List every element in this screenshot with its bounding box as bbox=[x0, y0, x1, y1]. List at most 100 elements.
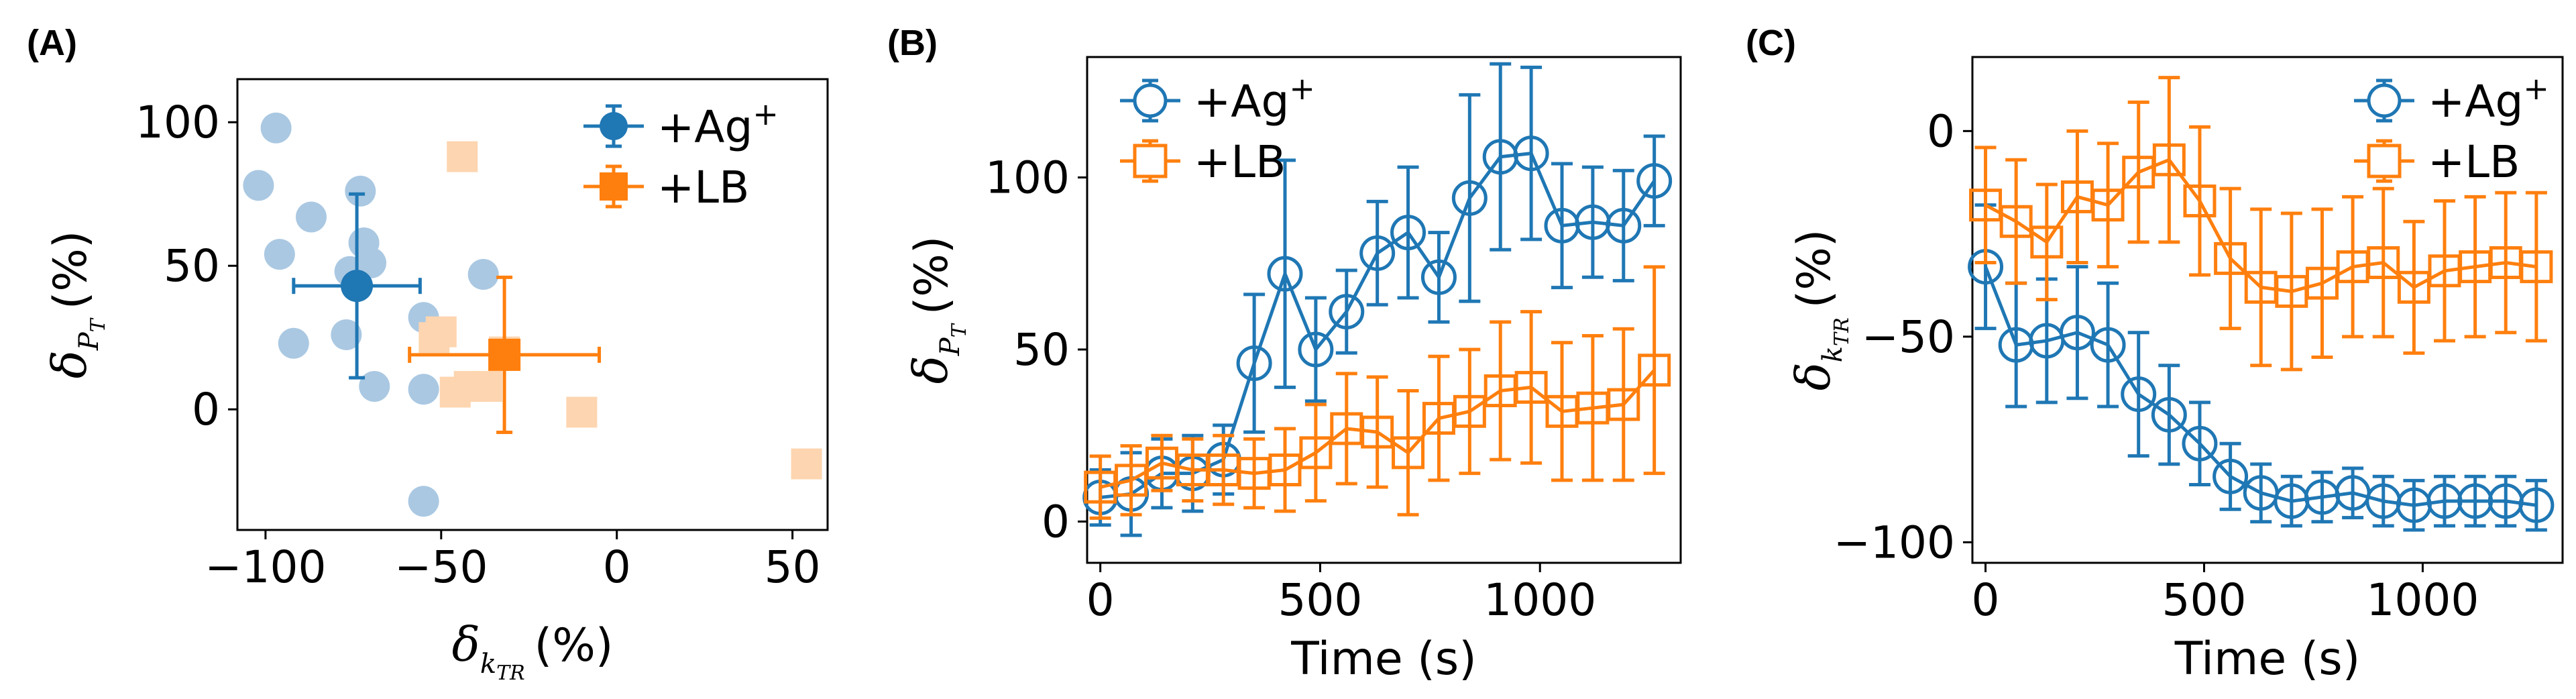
panel-b-ytick-label: 0 bbox=[1042, 496, 1070, 547]
panel-b-line-lb bbox=[1100, 369, 1656, 489]
panel-b-legend-label-text: +Ag bbox=[1194, 76, 1289, 127]
panel-a-ytick-label: 0 bbox=[192, 384, 220, 435]
panel-a-legend-label-sup: + bbox=[752, 96, 779, 132]
panel-a-ytick-label: 100 bbox=[135, 97, 220, 148]
panel-a-xlabel-subsub: TR bbox=[496, 661, 525, 685]
panel-b-marker-lb bbox=[1268, 453, 1302, 487]
panel-c-line-ag bbox=[1984, 266, 2537, 507]
panel-a-point-ag bbox=[467, 259, 499, 290]
panel-letter-b: (B) bbox=[887, 23, 938, 63]
panel-c-xlabel: Time (s) bbox=[2174, 633, 2361, 686]
panel-b-marker-lb bbox=[1392, 436, 1425, 470]
panel-a-point-lb bbox=[447, 141, 478, 172]
panel-a-point-ag bbox=[331, 319, 362, 350]
panel-a-point-ag bbox=[359, 370, 390, 402]
panel-a-legend-marker bbox=[600, 172, 628, 201]
panel-b-xtick-label: 500 bbox=[1278, 574, 1362, 626]
panel-b-marker-lb bbox=[1115, 464, 1148, 497]
panel-a-point-lb bbox=[418, 322, 450, 354]
panel-c-ylabel-unit: (%) bbox=[1788, 229, 1841, 309]
panel-c-marker-lb bbox=[2183, 184, 2217, 218]
panel-b-ytick-label: 50 bbox=[1013, 324, 1070, 376]
panel-a-plot-frame bbox=[236, 78, 829, 531]
panel-c-marker-lb bbox=[2091, 189, 2125, 222]
panel-b-plot-frame bbox=[1086, 56, 1682, 564]
panel-a-point-ag bbox=[278, 327, 309, 359]
panel-c-marker-lb bbox=[2367, 246, 2400, 280]
panel-c-ytick-label: −100 bbox=[1834, 517, 1955, 568]
panel-a-point-ag bbox=[243, 170, 274, 201]
panel-b-xlabel: Time (s) bbox=[1290, 633, 1477, 686]
panel-a-xtick-label: −50 bbox=[394, 541, 488, 593]
panel-b-marker-lb bbox=[1299, 436, 1333, 470]
panel-c-marker-ag bbox=[2090, 327, 2126, 363]
panel-b-marker-ag bbox=[1451, 180, 1488, 216]
panel-c-line-lb bbox=[1984, 158, 2537, 293]
panel-a-xtick-label: 0 bbox=[603, 541, 631, 593]
panel-b-marker-ag bbox=[1636, 163, 1673, 199]
panel-b-marker-ag bbox=[1513, 136, 1549, 172]
panel-a-ylabel-unit: (%) bbox=[44, 231, 97, 310]
panel-letter-a: (A) bbox=[27, 23, 77, 63]
panel-c-legend-label-sup: + bbox=[2523, 70, 2549, 107]
panel-b-ylabel-subsub: T bbox=[948, 323, 971, 337]
panel-b-marker-ag bbox=[1236, 345, 1272, 382]
panel-a-mean-ag-marker bbox=[341, 270, 374, 303]
panel-b-ylabel-unit: (%) bbox=[905, 236, 958, 315]
panel-b-marker-ag bbox=[1606, 207, 1642, 244]
panel-a-point-lb bbox=[471, 370, 502, 402]
panel-b-marker-ag bbox=[1420, 259, 1457, 295]
panel-c-marker-lb bbox=[2397, 270, 2430, 304]
panel-a-xtick-label: −100 bbox=[205, 541, 326, 593]
panel-b-legend-label-text: +LB bbox=[1194, 136, 1286, 188]
panel-a-legend-marker bbox=[600, 112, 628, 140]
panel-b-marker-ag bbox=[1298, 331, 1334, 368]
panel-c-ylabel-subsub: TR bbox=[1830, 317, 1854, 346]
panel-c-legend-marker bbox=[2367, 144, 2402, 178]
panel-b-ytick-label: 100 bbox=[985, 152, 1070, 204]
panel-b-legend-label-1: +LB bbox=[1194, 136, 1286, 188]
panel-a-xtick-label: 50 bbox=[765, 541, 821, 593]
panel-c-marker-ag bbox=[2121, 376, 2157, 413]
panel-b-marker-ag bbox=[1267, 256, 1303, 292]
panel-b-marker-lb bbox=[1607, 388, 1640, 421]
panel-b-xtick-label: 1000 bbox=[1483, 574, 1596, 626]
panel-a-legend-label-text: +Ag bbox=[657, 101, 752, 153]
panel-a-legend-label-1: +LB bbox=[657, 162, 749, 213]
panel-letter-c: (C) bbox=[1746, 23, 1796, 63]
panel-a-ylabel-symbol: δ bbox=[42, 350, 97, 378]
panel-c-ylabel-symbol: δ bbox=[1786, 362, 1841, 390]
panel-c-marker-ag bbox=[2151, 396, 2187, 433]
panel-b-marker-ag bbox=[1359, 235, 1396, 271]
panel-c-xtick-label: 500 bbox=[2162, 574, 2246, 626]
panel-a-ylabel-subsub: T bbox=[87, 317, 110, 332]
panel-a-point-ag bbox=[408, 374, 439, 405]
panel-b-xtick-label: 0 bbox=[1086, 574, 1115, 626]
panel-c-marker-ag bbox=[2213, 458, 2249, 494]
panel-c-marker-lb bbox=[1969, 189, 2003, 222]
panel-b-ylabel-sub: P bbox=[935, 337, 966, 356]
panel-c-marker-ag bbox=[2518, 487, 2555, 523]
panel-b-marker-ag bbox=[1390, 215, 1426, 251]
panel-b-marker-lb bbox=[1638, 354, 1671, 387]
panel-c-legend-label-text: +Ag bbox=[2428, 76, 2523, 127]
panel-c-ytick-label: 0 bbox=[1927, 105, 1955, 157]
panel-c-ylabel-sub: k bbox=[1817, 346, 1848, 362]
panel-c-marker-lb bbox=[2030, 225, 2064, 259]
panel-c-marker-lb bbox=[1999, 205, 2033, 238]
panel-c-xtick-label: 1000 bbox=[2366, 574, 2479, 626]
panel-c-ytick-label: −50 bbox=[1862, 311, 1955, 363]
panel-c-legend-label-text: +LB bbox=[2428, 136, 2520, 188]
panel-c-legend-label-1: +LB bbox=[2428, 136, 2520, 188]
panel-b-legend-marker bbox=[1133, 144, 1168, 178]
panel-c-ylabel: δkTR (%) bbox=[1786, 229, 1854, 391]
panel-a-ytick-label: 50 bbox=[164, 240, 220, 292]
panel-a-point-lb bbox=[439, 376, 471, 408]
panel-b-ylabel-symbol: δ bbox=[903, 356, 958, 384]
panel-c-legend-marker bbox=[2367, 83, 2402, 118]
panel-a-ylabel-sub: P bbox=[74, 331, 105, 351]
panel-a-xlabel-unit: (%) bbox=[535, 619, 614, 672]
panel-a-point-lb bbox=[791, 448, 822, 480]
